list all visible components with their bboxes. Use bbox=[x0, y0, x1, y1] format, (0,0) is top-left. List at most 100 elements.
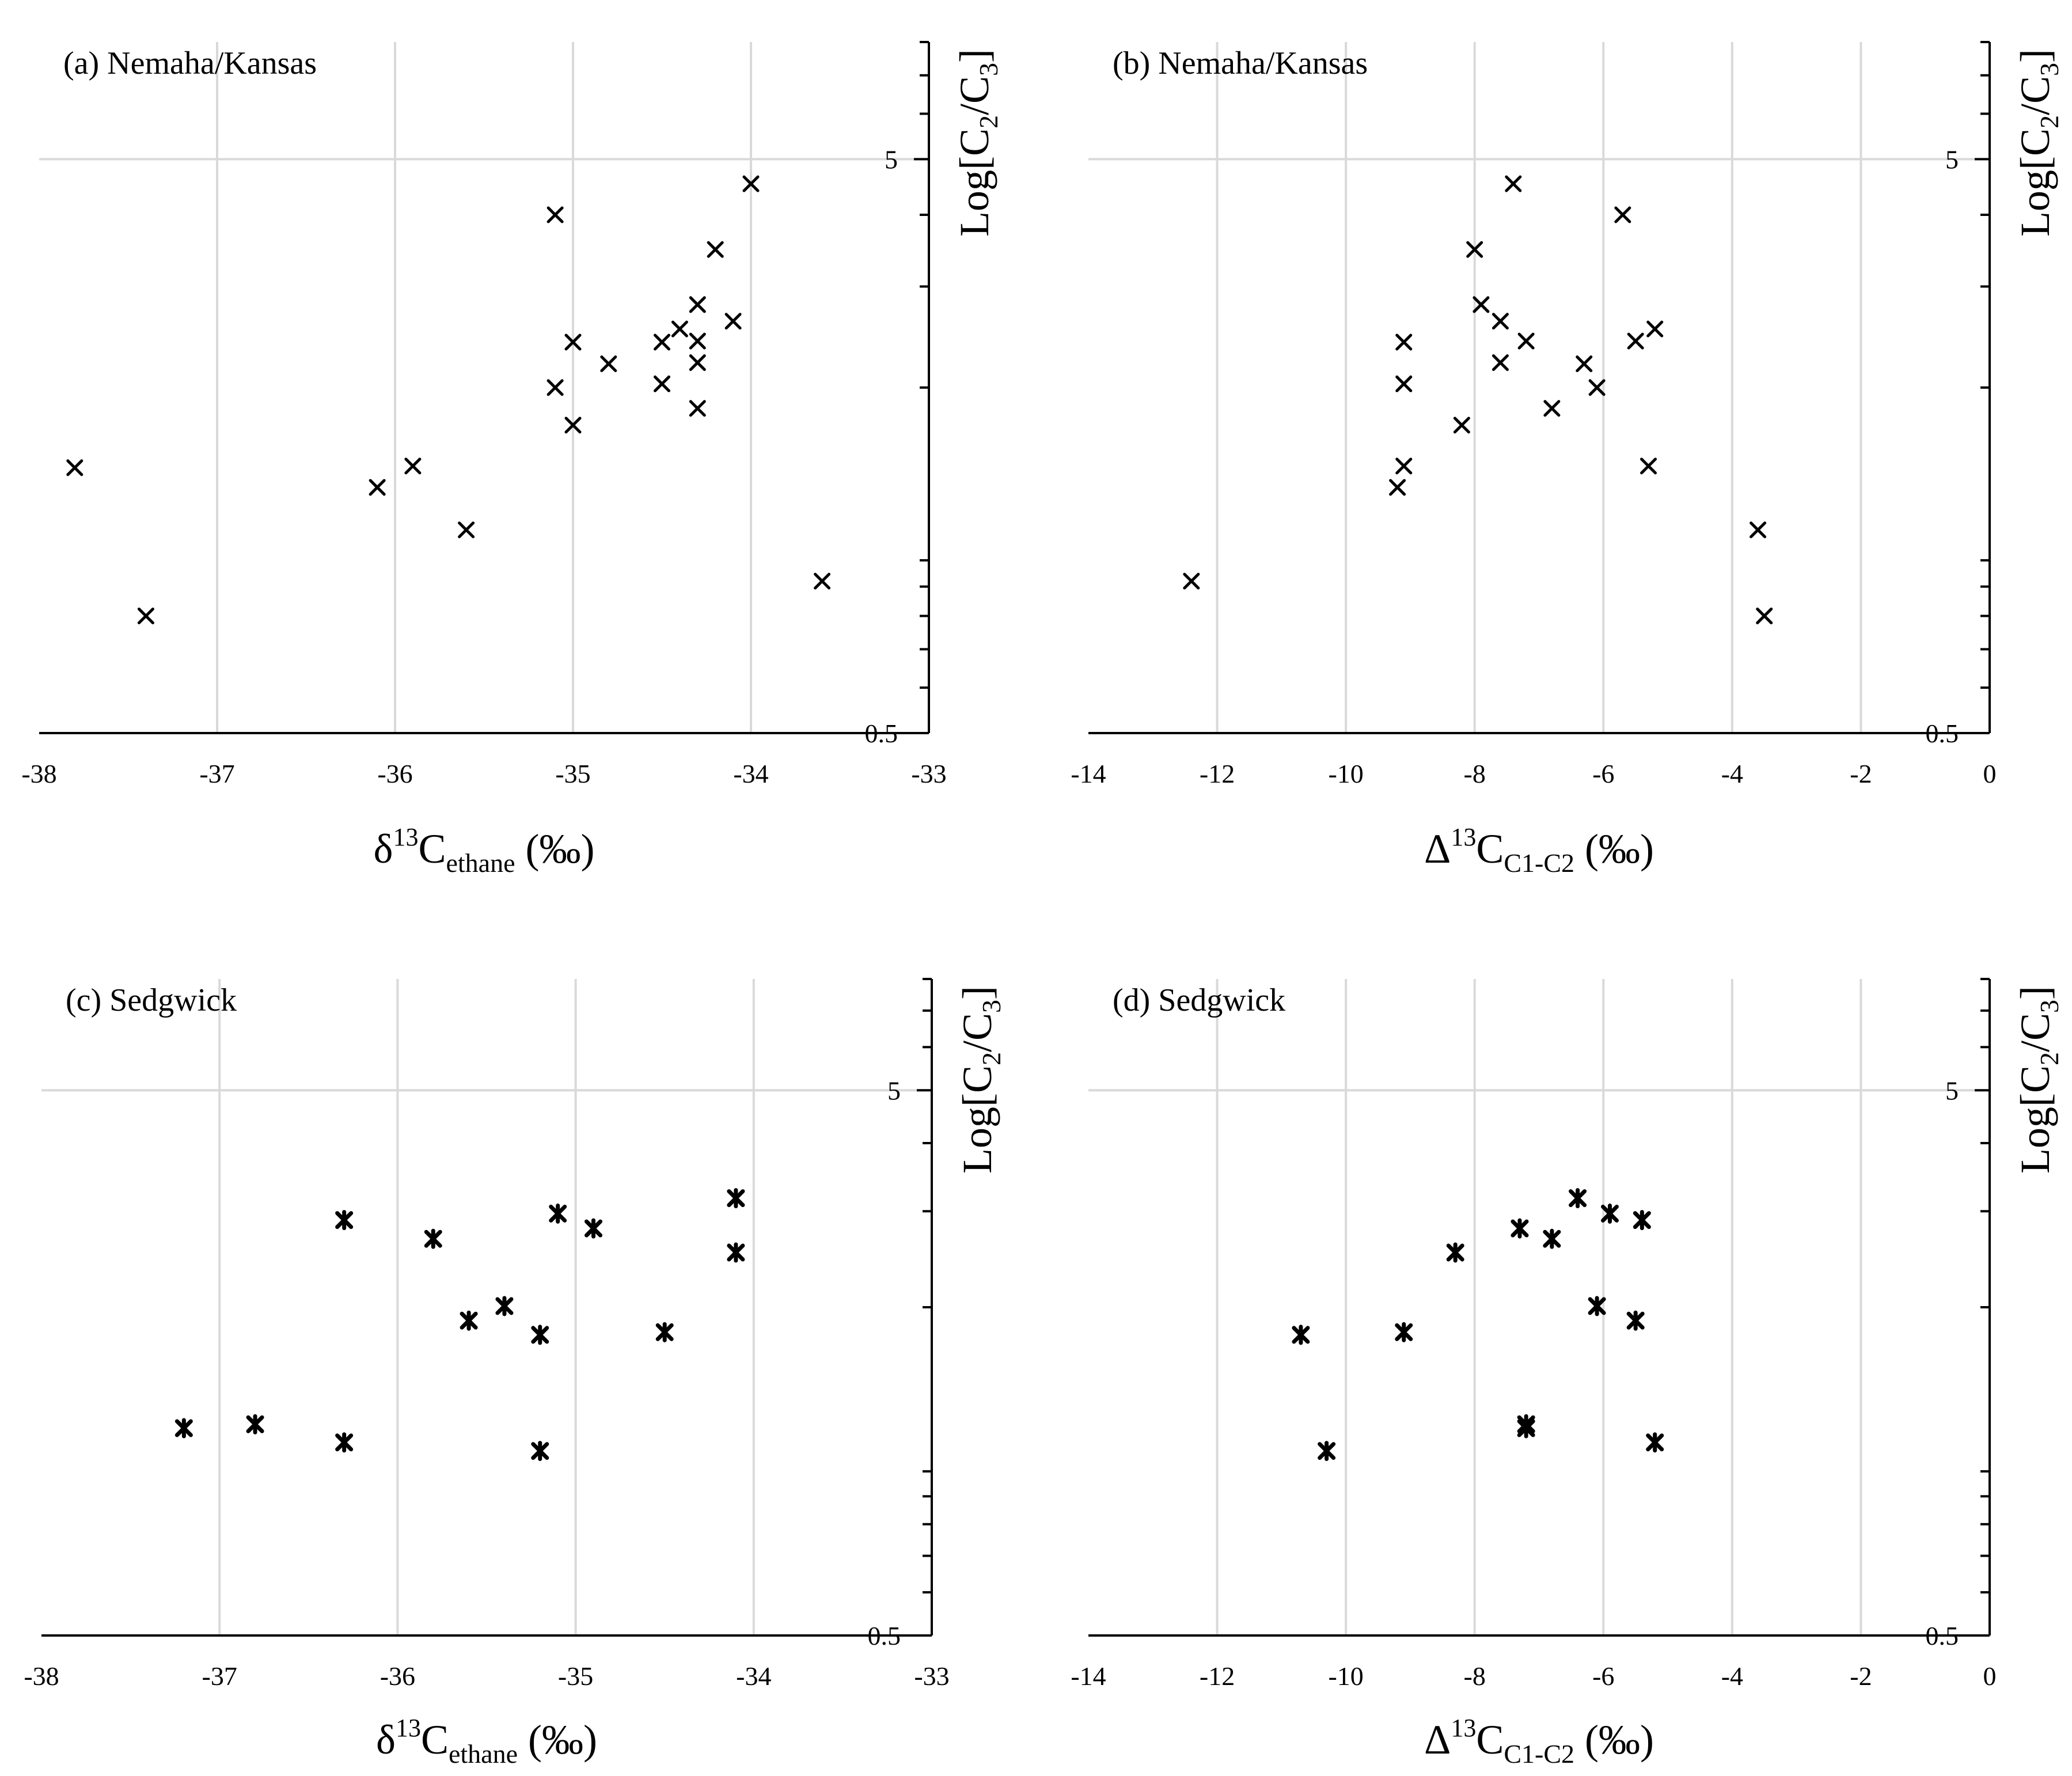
panel-d: -14 -12 -10 -8 -6 -4 -2 0 0.5 5 (d) Sedgwick Δ13CC1… bbox=[1071, 978, 2064, 1769]
panel-a: -38 -37 -36 -35 -34 -33 0.5 5 (a) Nemaha/Kansas δ… bbox=[21, 41, 1003, 878]
x-tick-label: -8 bbox=[1464, 1661, 1486, 1691]
data-point bbox=[1543, 400, 1561, 417]
y-tick-label: 5 bbox=[887, 1076, 901, 1105]
data-point bbox=[1576, 355, 1593, 373]
y-tick-label: 0.5 bbox=[1926, 719, 1959, 748]
data-point bbox=[1453, 416, 1470, 434]
data-point bbox=[689, 296, 706, 313]
x-tick-label: -6 bbox=[1592, 759, 1614, 788]
data-point bbox=[742, 175, 760, 192]
data-point bbox=[547, 206, 564, 223]
x-tick-label: -37 bbox=[202, 1661, 237, 1691]
x-tick-label: -12 bbox=[1200, 759, 1235, 788]
data-point bbox=[1588, 379, 1606, 396]
panel-title: (b) Nemaha/Kansas bbox=[1113, 45, 1368, 81]
data-point bbox=[1389, 479, 1406, 496]
x-tick-label: -10 bbox=[1328, 759, 1363, 788]
data-point bbox=[655, 1322, 674, 1342]
x-tick-label: -36 bbox=[380, 1661, 415, 1691]
x-tick-label: 0 bbox=[1983, 759, 1997, 788]
data-point bbox=[564, 333, 582, 351]
panel-b: -14 -12 -10 -8 -6 -4 -2 0 0.5 5 (b) Nemaha/Kansas Δ… bbox=[1071, 41, 2064, 878]
data-point bbox=[1492, 354, 1509, 371]
x-tick-label: -35 bbox=[558, 1661, 593, 1691]
panel-title: (c) Sedgwick bbox=[66, 982, 237, 1018]
data-point bbox=[547, 379, 564, 396]
panel-title: (d) Sedgwick bbox=[1113, 982, 1285, 1018]
data-point bbox=[1395, 375, 1413, 393]
x-tick-label: -10 bbox=[1328, 1661, 1363, 1691]
x-tick-label: -38 bbox=[24, 1661, 59, 1691]
data-point bbox=[460, 1310, 478, 1331]
data-point bbox=[1395, 333, 1413, 351]
x-axis-title: δ13Cethane (‰) bbox=[376, 1714, 597, 1769]
data-point bbox=[1505, 175, 1522, 192]
x-tick-label: -6 bbox=[1592, 1661, 1614, 1691]
x-tick-label: -33 bbox=[911, 759, 946, 788]
panel-c: -38 -37 -36 -35 -34 -33 0.5 5 (c) Sedgwick δ13Cet… bbox=[24, 978, 1006, 1769]
data-point bbox=[1626, 1310, 1645, 1331]
data-point bbox=[424, 1228, 442, 1249]
data-point bbox=[585, 1218, 603, 1239]
data-point bbox=[1646, 320, 1664, 337]
data-point bbox=[727, 1188, 745, 1209]
data-point bbox=[1511, 1218, 1529, 1239]
x-axis-title: Δ13CC1-C2 (‰) bbox=[1424, 1714, 1654, 1769]
data-point bbox=[689, 400, 706, 417]
data-point bbox=[549, 1203, 567, 1224]
data-point bbox=[1640, 457, 1657, 475]
x-tick-label: -14 bbox=[1071, 1661, 1106, 1691]
y-axis-title: Log[C2/C3] bbox=[2012, 49, 2064, 237]
data-point bbox=[1633, 1210, 1651, 1231]
data-point bbox=[1750, 521, 1767, 538]
x-tick-label: -2 bbox=[1850, 1661, 1872, 1691]
data-point bbox=[671, 320, 688, 337]
data-point bbox=[689, 332, 706, 350]
data-point bbox=[1183, 572, 1200, 590]
x-tick-label: -38 bbox=[21, 759, 56, 788]
x-tick-label: -8 bbox=[1464, 759, 1486, 788]
data-point bbox=[137, 608, 154, 625]
x-axis-title: Δ13CC1-C2 (‰) bbox=[1424, 823, 1654, 878]
x-tick-label: -33 bbox=[914, 1661, 949, 1691]
data-point bbox=[689, 354, 706, 371]
data-point bbox=[1600, 1203, 1619, 1224]
x-tick-label: -34 bbox=[733, 759, 768, 788]
x-tick-label: -2 bbox=[1850, 759, 1872, 788]
data-point bbox=[564, 416, 582, 434]
data-point bbox=[1395, 1322, 1413, 1342]
x-tick-label: -4 bbox=[1721, 1661, 1743, 1691]
data-point bbox=[1292, 1325, 1310, 1345]
y-tick-label: 5 bbox=[1945, 145, 1959, 174]
y-tick-label: 5 bbox=[885, 145, 898, 174]
data-point bbox=[1588, 1296, 1606, 1316]
data-point bbox=[531, 1441, 549, 1462]
data-point bbox=[1318, 1441, 1336, 1462]
data-point bbox=[1395, 457, 1413, 475]
data-point bbox=[404, 457, 422, 475]
data-point bbox=[1569, 1188, 1587, 1209]
y-tick-label: 5 bbox=[1945, 1076, 1959, 1105]
data-point bbox=[1473, 296, 1490, 313]
data-point bbox=[707, 241, 724, 258]
data-point bbox=[495, 1296, 514, 1316]
x-tick-label: 0 bbox=[1983, 1661, 1997, 1691]
y-axis-title: Log[C2/C3] bbox=[954, 986, 1006, 1174]
y-axis-title: Log[C2/C3] bbox=[2012, 986, 2064, 1174]
data-point bbox=[654, 375, 670, 393]
x-tick-label: -14 bbox=[1071, 759, 1106, 788]
data-point bbox=[1543, 1228, 1561, 1249]
data-point bbox=[727, 1242, 745, 1263]
y-tick-label: 0.5 bbox=[1926, 1621, 1959, 1650]
data-point bbox=[1492, 313, 1509, 330]
x-tick-label: -4 bbox=[1721, 759, 1743, 788]
data-point bbox=[654, 333, 670, 351]
data-point bbox=[1517, 332, 1535, 350]
y-axis-title: Log[C2/C3] bbox=[951, 49, 1003, 237]
data-point bbox=[1646, 1432, 1664, 1453]
y-tick-label: 0.5 bbox=[868, 1621, 901, 1650]
x-axis-title: δ13Cethane (‰) bbox=[374, 823, 595, 878]
data-point bbox=[174, 1418, 193, 1439]
